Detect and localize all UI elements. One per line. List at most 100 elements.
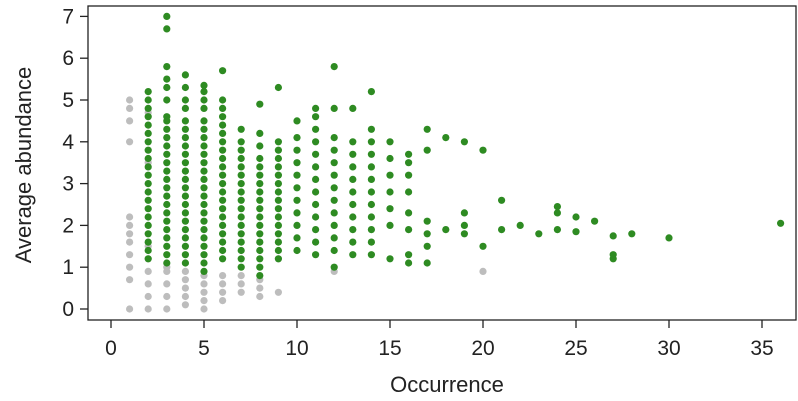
data-point — [219, 213, 227, 221]
x-tick-label: 30 — [657, 337, 680, 360]
data-point — [219, 67, 227, 75]
data-point — [405, 251, 413, 259]
data-point — [256, 284, 264, 292]
data-point — [181, 226, 189, 234]
data-point — [200, 192, 208, 200]
data-point — [181, 125, 189, 133]
data-point — [181, 83, 189, 92]
x-axis: 0 5 10 15 20 25 30 35 — [105, 320, 774, 360]
data-point — [274, 188, 282, 196]
y-tick-label: 5 — [62, 89, 74, 112]
data-point — [609, 251, 617, 259]
data-point — [349, 163, 357, 171]
data-point — [181, 267, 189, 275]
data-point — [367, 251, 375, 259]
data-point — [367, 138, 375, 146]
data-point — [219, 221, 227, 229]
data-point — [460, 209, 468, 217]
data-point — [144, 255, 152, 263]
data-point — [367, 175, 375, 183]
data-point — [200, 142, 208, 150]
data-point — [349, 188, 357, 196]
data-point — [405, 226, 413, 234]
data-point — [330, 134, 338, 142]
data-point — [181, 175, 189, 183]
data-point — [330, 171, 338, 179]
data-point — [237, 163, 245, 171]
data-point — [144, 221, 152, 229]
data-point — [330, 104, 338, 112]
data-point — [200, 81, 208, 89]
data-point — [312, 104, 320, 112]
data-point — [312, 150, 320, 158]
data-point — [665, 234, 673, 242]
data-point — [572, 213, 580, 221]
data-point — [479, 242, 487, 250]
data-point — [144, 129, 152, 137]
data-point — [181, 301, 189, 309]
data-point — [367, 125, 375, 133]
data-point — [274, 171, 282, 179]
data-point — [535, 230, 543, 238]
data-point — [126, 251, 134, 259]
x-tick-label: 10 — [285, 337, 308, 360]
data-point — [460, 221, 468, 229]
data-point — [219, 297, 227, 305]
data-point — [386, 188, 394, 196]
data-point — [330, 263, 338, 271]
data-point — [423, 217, 431, 225]
data-point — [274, 255, 282, 263]
data-point — [330, 196, 338, 204]
data-point — [126, 213, 134, 221]
data-point — [330, 209, 338, 217]
data-point — [405, 171, 413, 179]
data-point — [423, 230, 431, 238]
data-point — [460, 138, 468, 146]
plot-area — [87, 5, 797, 321]
data-point — [163, 150, 171, 158]
data-point — [274, 213, 282, 221]
y-tick-label: 2 — [62, 214, 74, 237]
x-tick-label: 25 — [564, 337, 587, 360]
data-point — [349, 226, 357, 234]
data-point — [553, 226, 562, 234]
data-point — [367, 200, 375, 209]
data-point — [293, 159, 301, 167]
data-point — [423, 259, 431, 267]
data-point — [256, 230, 264, 238]
y-tick-label: 1 — [62, 256, 74, 279]
data-point — [181, 251, 189, 259]
data-point — [181, 150, 189, 158]
data-point — [144, 154, 152, 163]
data-point — [256, 129, 264, 137]
data-point — [386, 221, 394, 229]
data-point — [367, 150, 375, 158]
data-point — [256, 292, 264, 301]
data-point — [219, 129, 227, 137]
data-point — [256, 100, 264, 108]
data-point — [200, 242, 208, 250]
data-point — [219, 113, 227, 121]
data-point — [405, 188, 413, 196]
data-point — [312, 251, 320, 259]
data-point — [219, 188, 227, 196]
x-tick-label: 5 — [198, 337, 210, 360]
data-point — [163, 209, 171, 217]
data-point — [349, 213, 357, 221]
data-point — [219, 280, 227, 288]
data-point — [181, 284, 189, 292]
data-point — [200, 288, 208, 296]
data-point — [126, 104, 134, 112]
data-point — [237, 272, 245, 280]
data-point — [386, 154, 394, 163]
data-point — [144, 196, 152, 204]
data-point — [256, 171, 264, 179]
data-point — [312, 238, 320, 246]
data-point — [293, 234, 301, 242]
data-point — [274, 288, 282, 296]
data-point — [219, 138, 227, 146]
data-point — [349, 104, 357, 112]
data-point — [349, 150, 357, 158]
data-point — [219, 121, 227, 129]
data-point — [144, 188, 152, 196]
